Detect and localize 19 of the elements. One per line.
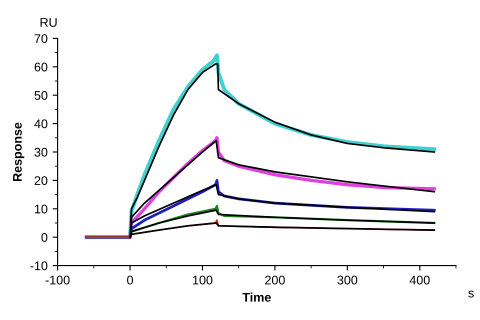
- x-tick-label: 100: [193, 276, 212, 285]
- y-tick-label: 40: [34, 119, 48, 128]
- y-tick-label: 0: [41, 233, 48, 242]
- x-tick-label: 400: [410, 276, 430, 285]
- y-axis-title: Response: [13, 122, 24, 182]
- x-axis-title: Time: [242, 292, 271, 302]
- y-tick-label: -10: [30, 261, 48, 270]
- y-tick-label: 50: [34, 91, 48, 100]
- y-tick-label: 30: [34, 148, 48, 157]
- x-tick-label: 300: [337, 276, 358, 285]
- y-tick-label: 70: [34, 34, 48, 44]
- x-tick-label: 0: [127, 276, 134, 285]
- text: s: [468, 290, 474, 298]
- x-tick-label: -100: [46, 276, 70, 285]
- y-tick-label: 10: [34, 204, 48, 214]
- x-tick-label: 200: [265, 276, 285, 285]
- y-tick-label: 60: [34, 62, 48, 72]
- text: RU: [40, 18, 57, 27]
- y-tick-label: 20: [34, 176, 48, 186]
